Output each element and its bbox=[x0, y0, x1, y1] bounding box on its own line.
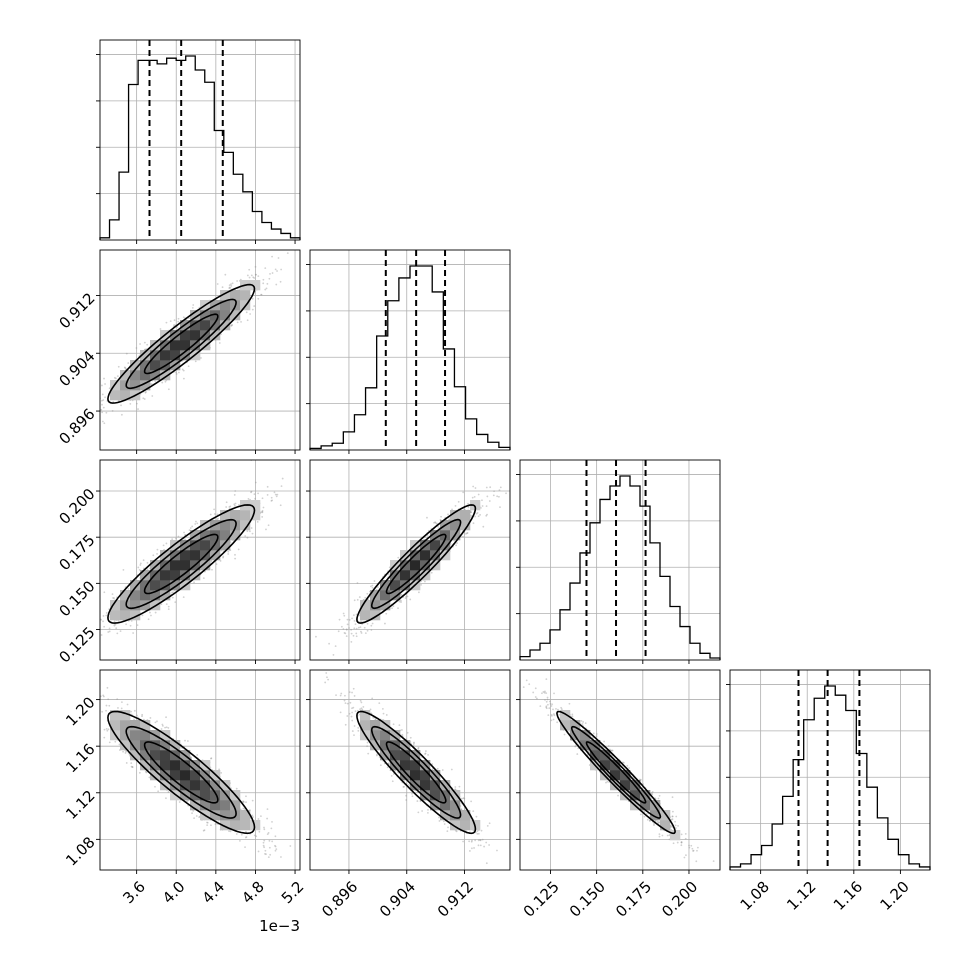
panel-r3-c3 bbox=[726, 669, 931, 874]
y-tick-label: 0.175 bbox=[55, 531, 98, 574]
contour-level-1 bbox=[370, 518, 462, 610]
contour-level-1 bbox=[370, 725, 462, 819]
y-tick-label: 1.16 bbox=[62, 740, 98, 776]
panel-r2-c2 bbox=[516, 459, 721, 664]
histogram-steps bbox=[729, 685, 931, 870]
x-tick-label: 0.200 bbox=[658, 878, 701, 921]
panel-r1-c1 bbox=[306, 249, 511, 454]
y-tick-label: 0.150 bbox=[55, 577, 98, 620]
contour-level-0 bbox=[107, 283, 256, 404]
panel-r3-c2 bbox=[516, 669, 721, 874]
histogram-steps bbox=[99, 55, 301, 240]
panel-frame bbox=[729, 669, 931, 871]
x-tick-label: 1.12 bbox=[783, 878, 819, 914]
contour-level-0 bbox=[556, 710, 676, 835]
contour-level-2 bbox=[585, 741, 647, 804]
panel-r0-c0 bbox=[96, 39, 301, 244]
contour-level-2 bbox=[143, 741, 219, 804]
x-tick-label: 5.2 bbox=[278, 878, 308, 908]
x-tick-label: 0.896 bbox=[318, 878, 361, 921]
y-tick-label: 1.08 bbox=[62, 833, 98, 869]
contour-level-0 bbox=[107, 710, 256, 835]
panel-r3-c0 bbox=[96, 669, 301, 874]
x-tick-label: 0.912 bbox=[434, 878, 477, 921]
panel-frame bbox=[519, 459, 721, 661]
contour-level-2 bbox=[385, 533, 447, 595]
y-tick-label: 0.912 bbox=[55, 289, 98, 332]
panel-background bbox=[310, 250, 510, 450]
x-tick-label: 4.8 bbox=[238, 878, 268, 908]
panel-frame bbox=[309, 249, 511, 451]
panel-frame bbox=[99, 39, 301, 241]
panel-r2-c1 bbox=[306, 459, 511, 664]
panel-frame bbox=[519, 669, 721, 871]
contour-level-0 bbox=[107, 504, 256, 624]
x-tick-label: 1.20 bbox=[876, 878, 912, 914]
x-tick-label: 4.4 bbox=[199, 878, 229, 908]
histogram-steps bbox=[309, 265, 511, 450]
x-tick-label: 0.175 bbox=[612, 878, 655, 921]
panel-frame bbox=[99, 249, 301, 451]
contour-level-0 bbox=[356, 710, 477, 835]
contour-level-2 bbox=[385, 741, 447, 804]
x-tick-label: 0.150 bbox=[566, 878, 609, 921]
y-tick-label: 1.20 bbox=[62, 693, 98, 729]
contour-level-2 bbox=[143, 313, 219, 375]
y-tick-label: 0.200 bbox=[55, 485, 98, 528]
contour-level-1 bbox=[125, 725, 237, 819]
panel-r3-c1 bbox=[306, 669, 511, 874]
panel-frame bbox=[99, 459, 301, 661]
panel-frame bbox=[309, 669, 511, 871]
panel-frame bbox=[309, 459, 511, 661]
density-shading bbox=[360, 710, 481, 831]
x-tick-label: 0.904 bbox=[376, 878, 419, 921]
contour-level-0 bbox=[356, 504, 477, 624]
contour-level-1 bbox=[125, 298, 237, 390]
panel-frame bbox=[99, 669, 301, 871]
contour-level-2 bbox=[143, 533, 219, 595]
y-tick-label: 0.904 bbox=[55, 347, 98, 390]
panel-r2-c0 bbox=[96, 459, 301, 664]
x-tick-label: 3.6 bbox=[119, 878, 149, 908]
y-tick-label: 0.896 bbox=[55, 405, 98, 448]
y-tick-label: 1.12 bbox=[62, 787, 98, 823]
x-tick-label: 1.16 bbox=[830, 878, 866, 914]
panel-background bbox=[100, 40, 300, 240]
histogram-steps bbox=[519, 475, 721, 660]
x-tick-label: 0.125 bbox=[520, 878, 563, 921]
x-tick-label: 1.08 bbox=[737, 878, 773, 914]
panel-background bbox=[730, 670, 930, 870]
contour-level-1 bbox=[570, 725, 662, 819]
y-tick-label: 0.125 bbox=[55, 623, 98, 666]
panel-r1-c0 bbox=[96, 249, 301, 454]
contour-level-1 bbox=[125, 518, 237, 610]
x-offset-label: 1e−3 bbox=[259, 917, 300, 935]
x-tick-label: 4.0 bbox=[159, 878, 189, 908]
